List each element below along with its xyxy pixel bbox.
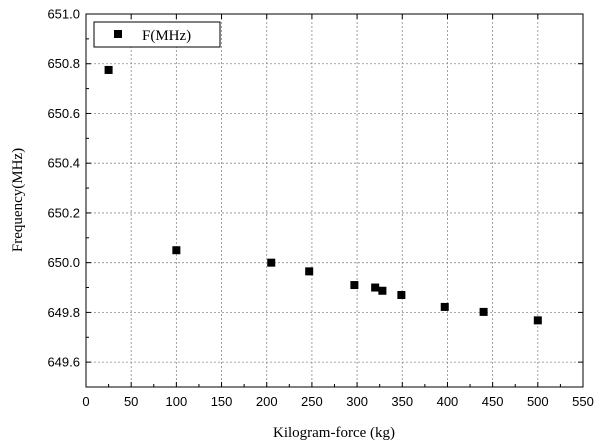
data-point xyxy=(172,246,181,255)
data-point xyxy=(267,258,276,267)
legend-marker-square xyxy=(114,30,122,38)
x-tick-label: 550 xyxy=(572,394,594,409)
y-tick-label: 651.0 xyxy=(47,7,80,22)
x-tick-label: 50 xyxy=(124,394,138,409)
y-tick-labels: 649.6 649.8 650.0 650.2 650.4 650.6 650.8 651.0 xyxy=(47,7,80,370)
y-tick-label: 650.8 xyxy=(47,56,80,71)
data-point xyxy=(104,65,113,74)
x-tick-label: 100 xyxy=(166,394,188,409)
legend: F(MHz) xyxy=(93,21,221,48)
y-tick-label: 650.0 xyxy=(47,255,80,270)
data-point xyxy=(479,307,488,316)
plot-frame xyxy=(85,13,584,388)
data-point xyxy=(440,302,449,311)
x-tick-label: 500 xyxy=(527,394,549,409)
x-tick-label: 250 xyxy=(301,394,323,409)
y-axis-title: Frequency(MHz) xyxy=(10,148,26,252)
x-axis-title: Kilogram-force (kg) xyxy=(273,425,395,441)
x-tick-label: 400 xyxy=(437,394,459,409)
legend-label: F(MHz) xyxy=(142,28,191,44)
grid-lines xyxy=(86,14,583,387)
x-tick-label: 450 xyxy=(482,394,504,409)
x-tick-label: 200 xyxy=(256,394,278,409)
data-point xyxy=(371,283,380,292)
y-tick-label: 650.4 xyxy=(47,156,80,171)
x-tick-label: 0 xyxy=(82,394,89,409)
y-tick-label: 649.8 xyxy=(47,305,80,320)
data-point xyxy=(378,286,387,295)
y-tick-label: 650.6 xyxy=(47,106,80,121)
plot-background xyxy=(86,14,583,387)
x-tick-labels: 0 50 100 150 200 250 300 350 400 450 500 550 xyxy=(82,394,593,409)
y-tick-label: 650.2 xyxy=(47,205,80,220)
data-point xyxy=(350,281,359,290)
x-tick-label: 350 xyxy=(391,394,413,409)
data-points xyxy=(104,65,542,325)
data-point xyxy=(305,267,314,276)
x-tick-label: 150 xyxy=(211,394,233,409)
x-tick-label: 300 xyxy=(346,394,368,409)
data-point xyxy=(397,290,406,299)
data-point xyxy=(533,316,542,325)
y-tick-label: 649.6 xyxy=(47,355,80,370)
